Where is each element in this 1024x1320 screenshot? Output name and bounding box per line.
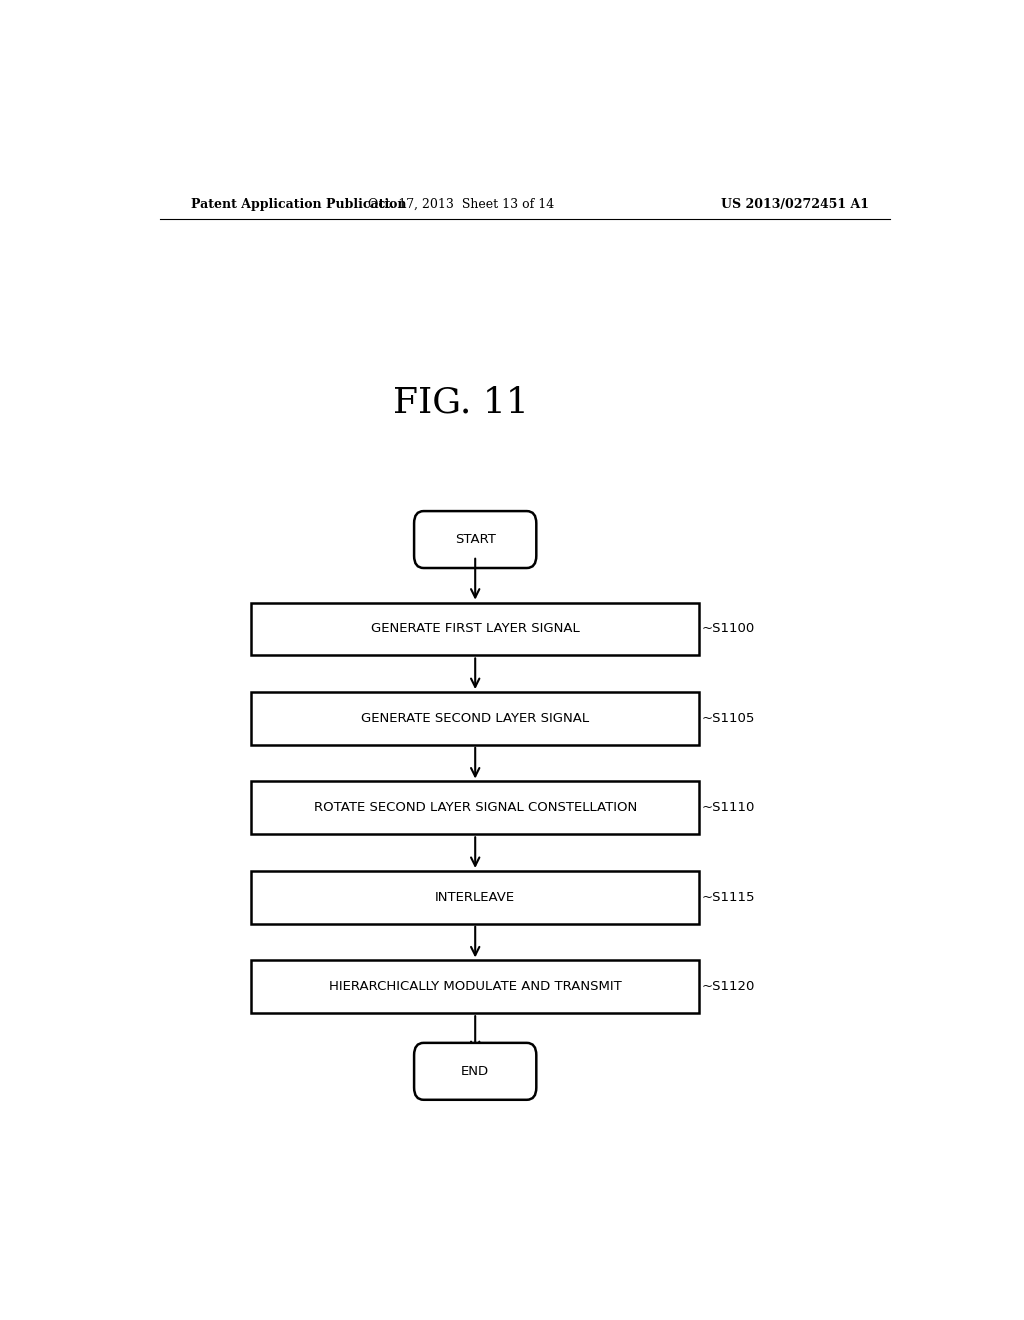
Text: ~S1100: ~S1100 bbox=[701, 623, 755, 635]
Text: Oct. 17, 2013  Sheet 13 of 14: Oct. 17, 2013 Sheet 13 of 14 bbox=[369, 198, 554, 211]
FancyBboxPatch shape bbox=[251, 692, 699, 744]
Text: END: END bbox=[461, 1065, 489, 1078]
Text: GENERATE SECOND LAYER SIGNAL: GENERATE SECOND LAYER SIGNAL bbox=[361, 711, 589, 725]
Text: US 2013/0272451 A1: US 2013/0272451 A1 bbox=[721, 198, 868, 211]
FancyBboxPatch shape bbox=[251, 961, 699, 1014]
FancyBboxPatch shape bbox=[251, 602, 699, 656]
FancyBboxPatch shape bbox=[251, 871, 699, 924]
Text: ~S1120: ~S1120 bbox=[701, 981, 755, 993]
Text: Patent Application Publication: Patent Application Publication bbox=[191, 198, 407, 211]
Text: ~S1105: ~S1105 bbox=[701, 711, 755, 725]
Text: GENERATE FIRST LAYER SIGNAL: GENERATE FIRST LAYER SIGNAL bbox=[371, 623, 580, 635]
Text: INTERLEAVE: INTERLEAVE bbox=[435, 891, 515, 904]
FancyBboxPatch shape bbox=[414, 1043, 537, 1100]
Text: ~S1115: ~S1115 bbox=[701, 891, 756, 904]
Text: ~S1110: ~S1110 bbox=[701, 801, 755, 814]
FancyBboxPatch shape bbox=[251, 781, 699, 834]
Text: HIERARCHICALLY MODULATE AND TRANSMIT: HIERARCHICALLY MODULATE AND TRANSMIT bbox=[329, 981, 622, 993]
Text: START: START bbox=[455, 533, 496, 546]
FancyBboxPatch shape bbox=[414, 511, 537, 568]
Text: ROTATE SECOND LAYER SIGNAL CONSTELLATION: ROTATE SECOND LAYER SIGNAL CONSTELLATION bbox=[313, 801, 637, 814]
Text: FIG. 11: FIG. 11 bbox=[393, 385, 529, 420]
